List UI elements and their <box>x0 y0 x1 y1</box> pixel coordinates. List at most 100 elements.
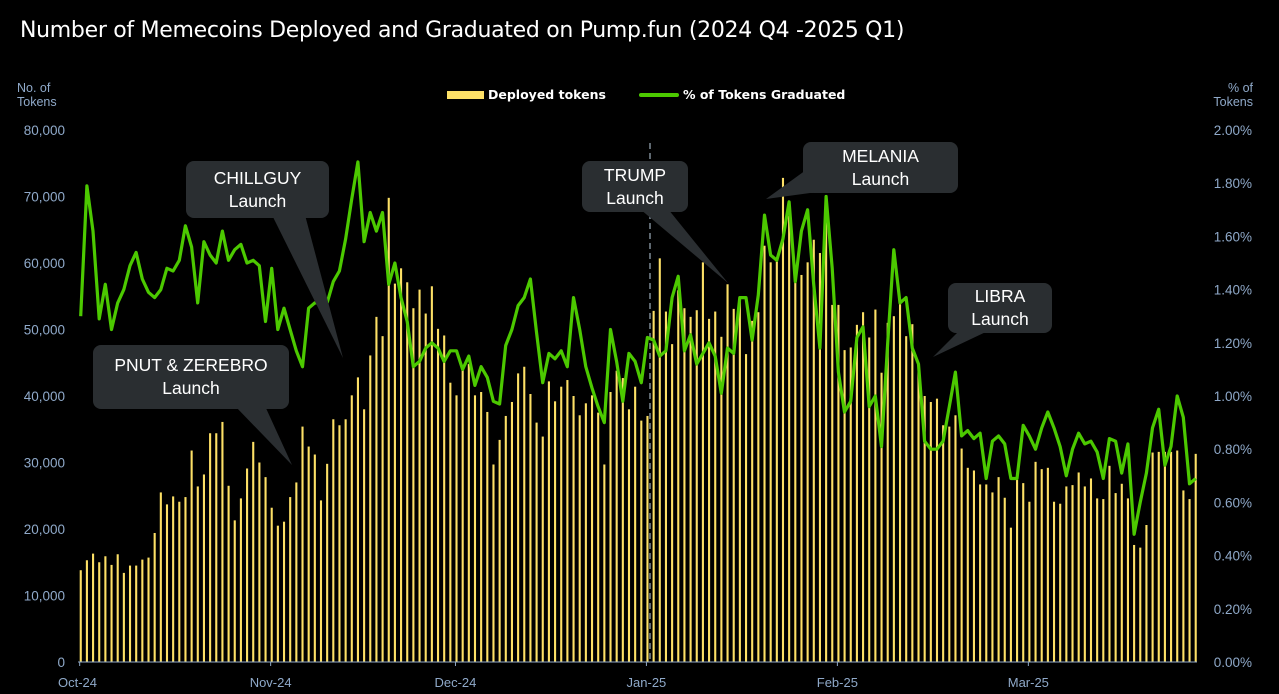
left-axis-title: No. of Tokens <box>17 81 57 109</box>
bar-deployed <box>412 308 415 662</box>
bar-deployed <box>510 401 513 662</box>
x-tick-label: Jan-25 <box>627 675 667 690</box>
y-right-tick-label: 0.80% <box>1214 442 1252 457</box>
bar-deployed <box>209 433 212 662</box>
bar-deployed <box>461 366 464 662</box>
bar-deployed <box>634 386 637 662</box>
callout-line1: LIBRA <box>974 286 1026 306</box>
bar-deployed <box>282 521 286 662</box>
bar-deployed <box>147 557 150 662</box>
bar-deployed <box>1065 486 1068 662</box>
callout-box-melania <box>803 142 958 193</box>
bar-deployed <box>738 296 741 662</box>
bar-deployed <box>326 463 329 662</box>
bar-deployed <box>165 504 169 662</box>
callout-line1: MELANIA <box>842 145 919 166</box>
bar-deployed <box>436 328 440 662</box>
callout-libra: LIBRA Launch <box>948 283 1052 333</box>
bar-deployed <box>584 403 587 662</box>
y-left-tick-label: 20,000 <box>24 522 65 537</box>
bar-deployed <box>905 336 908 662</box>
bar-deployed <box>972 470 975 662</box>
callout-pointer-trump <box>640 209 728 283</box>
bar-deployed <box>960 448 963 662</box>
bar-deployed <box>387 197 390 662</box>
bar-deployed <box>301 426 304 662</box>
callout-box-trump <box>582 161 688 212</box>
y-left-tick-label: 70,000 <box>24 190 65 205</box>
bar-deployed <box>1003 497 1006 662</box>
callout-trump: TRUMP Launch <box>582 161 688 212</box>
bar-deployed <box>1133 544 1136 662</box>
callout-line2: Launch <box>971 309 1029 329</box>
bar-deployed <box>695 310 698 662</box>
y-left-tick-label: 30,000 <box>24 456 65 471</box>
callout-pointers <box>93 142 1052 465</box>
bar-deployed <box>923 396 926 662</box>
bar-deployed <box>227 485 230 662</box>
bar-deployed <box>849 347 852 662</box>
bar-deployed <box>948 426 951 662</box>
bar-deployed <box>1040 469 1043 662</box>
bar-deployed <box>590 395 594 662</box>
bar-deployed <box>1157 451 1160 662</box>
bar-deployed <box>572 396 575 662</box>
bar-deployed <box>966 467 969 662</box>
legend-swatch-deployed <box>447 90 484 99</box>
bar-deployed <box>831 304 834 662</box>
bar-deployed <box>153 532 156 662</box>
bar-deployed <box>862 312 865 662</box>
bar-deployed <box>603 464 606 662</box>
bar-deployed <box>560 386 563 662</box>
bar-deployed <box>104 556 107 662</box>
bar-deployed <box>615 370 618 662</box>
bar-deployed <box>338 425 341 662</box>
bar-deployed <box>781 177 785 662</box>
bar-deployed <box>1034 461 1037 662</box>
callout-melania: MELANIA Launch <box>803 142 958 193</box>
bar-deployed <box>800 274 803 662</box>
bar-deployed <box>917 364 920 662</box>
x-tick-label: Mar-25 <box>1008 675 1049 690</box>
bar-deployed <box>769 262 772 662</box>
x-axis: Oct-24 Nov-24 Dec-24 Jan-25 Feb-25 Mar-25 <box>58 662 1049 690</box>
bar-deployed <box>246 468 249 662</box>
bar-deployed <box>929 401 932 662</box>
bar-deployed <box>843 350 846 662</box>
bar-deployed <box>609 392 612 662</box>
y-left-tick-label: 80,000 <box>24 123 65 138</box>
bar-deployed <box>1046 467 1049 662</box>
bar-deployed <box>178 501 181 662</box>
bar-deployed <box>1083 486 1086 662</box>
left-axis-title-line1: No. of <box>17 81 51 95</box>
x-tick-label: Feb-25 <box>817 675 858 690</box>
bar-deployed <box>892 316 895 662</box>
right-axis-title-line2: Tokens <box>1213 95 1253 109</box>
bar-deployed <box>289 497 292 662</box>
bar-deployed <box>541 436 544 662</box>
bar-deployed <box>652 310 655 662</box>
bar-deployed <box>763 245 766 662</box>
callout-box-chillguy <box>186 161 329 218</box>
bar-deployed <box>1151 452 1154 662</box>
bar-deployed <box>578 415 581 662</box>
bar-deployed <box>122 572 125 662</box>
bar-deployed <box>985 484 988 662</box>
bar-deployed <box>350 395 353 662</box>
bar-deployed <box>400 268 403 662</box>
bar-deployed <box>1016 479 1019 662</box>
bar-deployed <box>751 320 754 662</box>
bar-deployed <box>1009 527 1012 662</box>
bar-deployed <box>1096 498 1099 662</box>
bar-deployed <box>732 308 735 662</box>
y-right-tick-label: 1.40% <box>1214 283 1252 298</box>
bar-deployed <box>868 337 871 662</box>
bar-deployed <box>788 215 791 662</box>
bar-deployed <box>1102 499 1105 662</box>
bar-deployed <box>110 564 113 662</box>
right-axis-title-line1: % of <box>1227 81 1253 95</box>
y-left-tick-label: 50,000 <box>24 323 65 338</box>
bar-deployed <box>991 492 994 662</box>
bar-deployed <box>215 433 218 662</box>
